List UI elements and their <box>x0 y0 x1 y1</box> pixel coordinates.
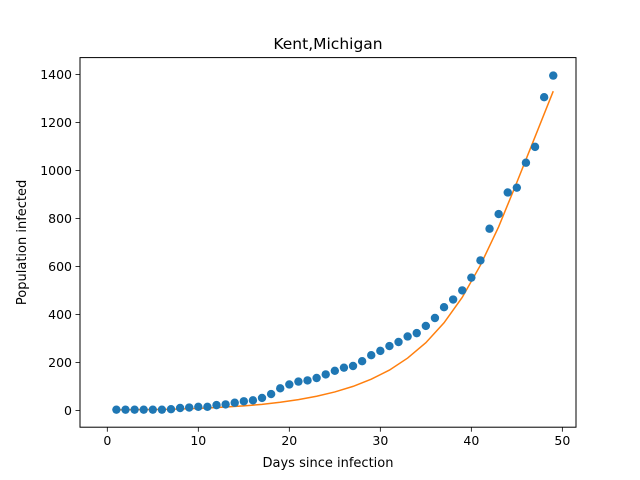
data-point <box>330 366 340 375</box>
data-point <box>239 397 249 406</box>
data-point <box>312 373 321 383</box>
y-tick-label-0: 0 <box>64 403 72 418</box>
data-point <box>230 398 239 407</box>
data-point <box>530 142 540 152</box>
data-point <box>285 380 294 389</box>
data-point <box>539 93 549 102</box>
data-point <box>139 405 148 414</box>
data-point <box>185 403 194 412</box>
data-point <box>467 273 476 282</box>
data-point <box>221 400 230 409</box>
data-point <box>412 328 421 338</box>
data-point <box>157 405 167 414</box>
data-point <box>276 384 285 393</box>
data-point <box>194 402 203 411</box>
data-point <box>203 402 212 411</box>
y-tick-label-1: 200 <box>48 355 72 370</box>
data-point <box>485 224 494 233</box>
data-point <box>385 341 394 351</box>
data-point <box>494 209 503 219</box>
data-point <box>512 183 522 192</box>
x-tick-label-5: 50 <box>554 433 570 448</box>
x-axis-label: Days since infection <box>263 456 394 471</box>
x-tick-label-0: 0 <box>103 433 111 448</box>
y-tick-label-5: 1000 <box>40 163 72 178</box>
data-point <box>421 321 431 331</box>
data-point <box>357 357 367 366</box>
data-point <box>448 295 458 304</box>
data-point <box>458 286 467 295</box>
y-tick-label-3: 600 <box>48 259 72 274</box>
y-tick-label-7: 1400 <box>40 67 72 82</box>
x-axis-ticks: 0 10 20 30 40 50 <box>103 427 570 448</box>
data-point <box>294 377 303 386</box>
data-point <box>476 256 485 265</box>
data-point <box>348 361 358 371</box>
y-axis-ticks: 0 200 400 600 800 1000 1200 1400 <box>40 67 80 418</box>
y-tick-label-6: 1200 <box>40 115 72 130</box>
data-point <box>521 158 531 167</box>
y-tick-label-2: 400 <box>48 307 72 322</box>
data-point <box>303 376 312 385</box>
data-point <box>130 405 139 414</box>
plot-area-frame <box>79 57 577 428</box>
y-axis-label: Population infected <box>15 180 30 305</box>
data-point <box>121 405 130 414</box>
data-point <box>148 405 158 414</box>
data-point <box>376 346 385 356</box>
x-tick-label-4: 40 <box>463 433 479 448</box>
x-tick-label-3: 30 <box>372 433 388 448</box>
x-tick-label-1: 10 <box>190 433 206 448</box>
y-tick-label-4: 800 <box>48 211 72 226</box>
data-point <box>430 313 440 323</box>
data-point <box>439 303 449 312</box>
data-point <box>321 370 330 379</box>
data-point <box>503 188 512 197</box>
chart-title: Kent,Michigan <box>273 35 382 53</box>
data-point <box>266 389 276 399</box>
data-point <box>549 71 558 80</box>
data-point <box>339 363 349 372</box>
data-point <box>166 405 176 414</box>
data-point <box>257 393 267 403</box>
data-point <box>175 403 185 413</box>
data-point <box>367 351 376 360</box>
x-tick-label-2: 20 <box>281 433 297 448</box>
data-point <box>394 337 403 347</box>
scatter-points-layer <box>112 71 558 414</box>
data-point <box>403 332 412 341</box>
data-point <box>212 400 221 410</box>
data-point <box>248 396 258 405</box>
plot-area-background <box>80 57 576 428</box>
data-point <box>112 405 121 414</box>
